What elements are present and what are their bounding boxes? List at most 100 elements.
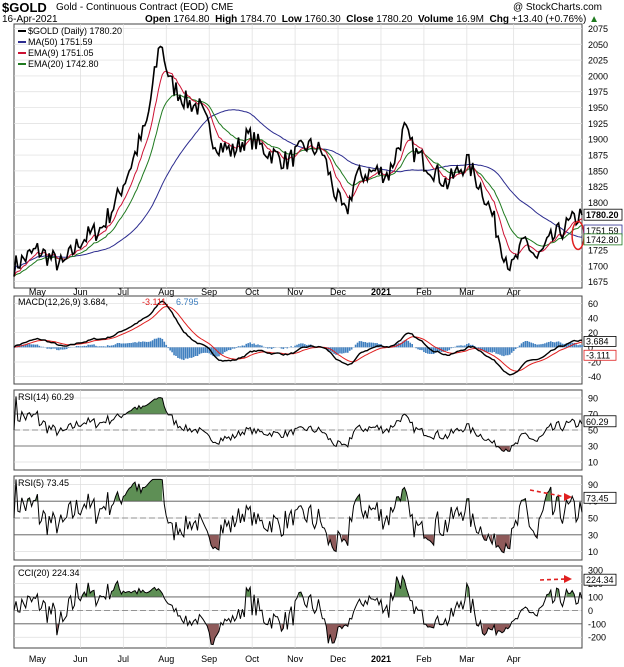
x-tick-label-top: 2021 <box>371 287 391 297</box>
macd-histogram-bar <box>134 342 136 348</box>
y-tick-label: -200 <box>588 633 606 643</box>
macd-histogram-bar <box>364 342 367 348</box>
macd-histogram-bar <box>551 341 554 348</box>
cci-tag-box <box>583 573 617 586</box>
macd-histogram-bar <box>501 347 503 356</box>
macd-histogram-bar <box>524 341 527 348</box>
panel-frame <box>13 565 583 649</box>
macd-histogram-bar <box>510 347 513 353</box>
close-label: Close <box>346 14 374 25</box>
macd-histogram-bar <box>464 345 466 348</box>
macd-histogram-bar <box>202 347 205 353</box>
macd-histogram-bar <box>126 343 129 348</box>
y-tick-label: 20 <box>588 328 598 338</box>
macd-histogram-bar <box>298 343 300 348</box>
legend-entry: $GOLD (Daily) 1780.20 <box>28 26 122 36</box>
volume-value: 16.9M <box>456 14 484 25</box>
macd-histogram-bar <box>567 343 570 348</box>
macd-histogram-bar <box>467 343 470 348</box>
macd-histogram-bar <box>280 347 283 349</box>
macd-histogram-bar <box>81 346 84 348</box>
y-tick-label: 70 <box>588 410 598 420</box>
macd-histogram-bar <box>350 347 353 350</box>
macd-histogram-bar <box>200 347 203 354</box>
x-tick-label-bottom: Jun <box>73 654 88 664</box>
macd-histogram-bar <box>38 345 41 348</box>
macd-histogram-bar <box>421 347 423 351</box>
macd-histogram-bar <box>181 347 183 360</box>
macd-histogram-bar <box>151 340 154 348</box>
macd-histogram-bar <box>173 347 175 356</box>
macd-histogram-bar <box>97 346 99 348</box>
macd-histogram-bar <box>450 347 453 349</box>
macd-histogram-bar <box>333 347 335 354</box>
macd-histogram-bar <box>354 344 357 348</box>
macd-histogram-bar <box>294 345 296 348</box>
macd-histogram-bar <box>372 342 374 348</box>
macd-histogram-bar <box>370 342 372 348</box>
y-tick-label: 0 <box>588 606 593 616</box>
macd-histogram-bar <box>518 345 521 348</box>
x-tick-label-bottom: May <box>29 654 47 664</box>
quote-line: Open 1764.80 High 1784.70 Low 1760.30 Cl… <box>145 14 599 25</box>
macd-histogram-bar <box>335 347 337 355</box>
macd-histogram-bar <box>434 347 437 353</box>
macd-histogram-bar <box>235 347 238 348</box>
macd-histogram-bar <box>224 347 226 353</box>
x-tick-label-bottom: Jul <box>118 654 130 664</box>
macd-histogram-bar <box>454 346 456 348</box>
macd-histogram-bar <box>485 347 488 353</box>
macd-histogram-bar <box>36 344 39 348</box>
macd-histogram-bar <box>124 343 127 348</box>
rsi14-tag: 60.29 <box>586 417 609 427</box>
macd-histogram-bar <box>553 342 556 348</box>
macd-histogram-bar <box>415 347 417 349</box>
macd-histogram-bar <box>538 344 540 348</box>
macd-histogram-bar <box>343 347 345 354</box>
macd-histogram-bar <box>116 343 119 348</box>
high-label: High <box>215 14 238 25</box>
macd-histogram-bar <box>161 338 164 348</box>
y-tick-label: 0 <box>588 343 593 353</box>
macd-histogram-bar <box>534 343 536 348</box>
macd-histogram-bar <box>272 347 275 349</box>
x-tick-label-top: Dec <box>330 287 347 297</box>
macd-histogram-bar <box>32 344 35 348</box>
price-tag: 1751.59 <box>586 226 619 236</box>
y-tick-label: 1825 <box>588 182 608 192</box>
price-tag: 1780.20 <box>586 210 619 220</box>
macd-histogram-bar <box>143 341 146 348</box>
chg-label: Chg <box>489 14 509 25</box>
macd-histogram-bar <box>345 347 347 353</box>
y-tick-label: 50 <box>588 426 598 436</box>
macd-histogram-bar <box>167 347 169 349</box>
x-tick-label-bottom: Sep <box>201 654 217 664</box>
macd-histogram-bar <box>214 347 216 357</box>
macd-histogram-bar <box>52 347 54 349</box>
macd-histogram-bar <box>266 347 269 349</box>
macd-histogram-bar <box>411 343 413 348</box>
macd-histogram-bar <box>177 347 179 358</box>
x-tick-label-bottom: Aug <box>158 654 174 664</box>
macd-histogram-bar <box>548 341 550 348</box>
macd-histogram-bar <box>270 347 273 350</box>
macd-histogram-bar <box>48 347 50 349</box>
macd-tag-box <box>583 349 617 361</box>
macd-histogram-bar <box>487 347 490 353</box>
macd-histogram-bar <box>508 347 511 355</box>
macd-histogram-bar <box>247 343 250 348</box>
macd-histogram-bar <box>327 347 330 351</box>
rsi14-legend: RSI(14) 60.29 <box>18 392 74 402</box>
macd-histogram-bar <box>245 343 248 348</box>
macd-histogram-bar <box>192 347 195 358</box>
macd-histogram-bar <box>249 342 251 348</box>
cci-arrow-head <box>564 575 572 583</box>
macd-histogram-bar <box>423 347 425 353</box>
macd-histogram-bar <box>95 345 97 348</box>
volume-label: Volume <box>418 14 454 25</box>
macd-histogram-bar <box>401 341 404 348</box>
rsi5-arrow-head <box>564 493 572 501</box>
macd-histogram-bar <box>237 346 240 348</box>
rsi5-legend: RSI(5) 73.45 <box>18 478 69 488</box>
macd-histogram-bar <box>218 347 220 357</box>
